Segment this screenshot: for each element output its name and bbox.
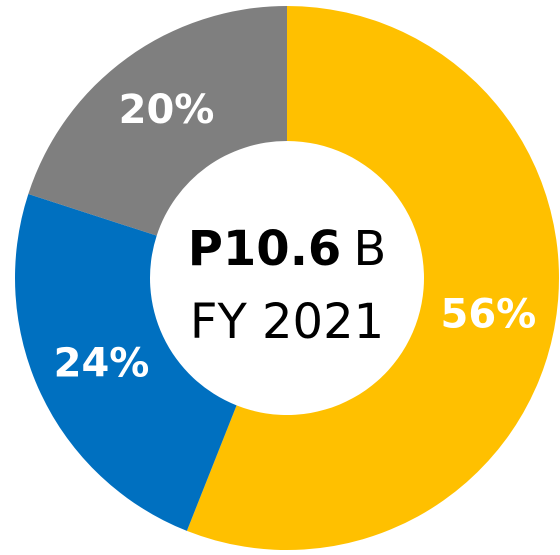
value-label: 56% xyxy=(440,291,536,337)
slice xyxy=(186,6,559,550)
center-value-line: P10.6 B xyxy=(188,221,387,277)
donut xyxy=(14,6,559,550)
value-label: 24% xyxy=(54,340,150,386)
slice xyxy=(14,193,237,531)
center-unit: B xyxy=(353,221,386,277)
center-value: P10.6 xyxy=(188,221,342,277)
slice xyxy=(28,6,288,236)
center-subtitle: FY 2021 xyxy=(190,294,384,350)
value-label: 20% xyxy=(119,87,215,133)
